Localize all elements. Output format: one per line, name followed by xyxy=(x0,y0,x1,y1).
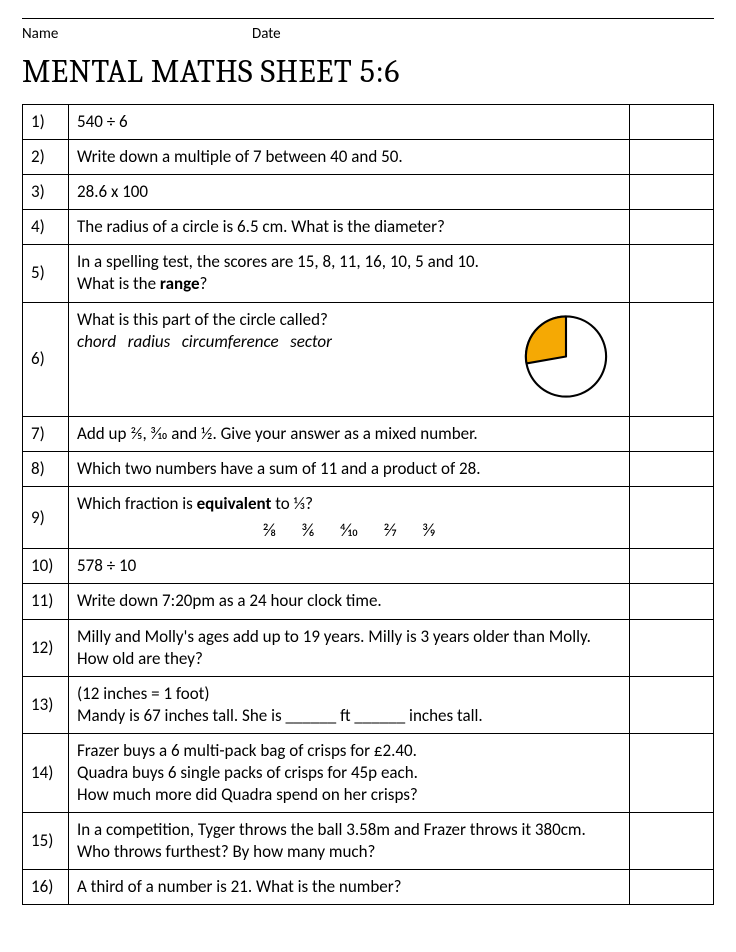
answer-cell[interactable] xyxy=(630,813,714,870)
answer-cell[interactable] xyxy=(630,733,714,812)
question-number: 13) xyxy=(23,676,69,733)
question-text: Milly and Molly's ages add up to 19 year… xyxy=(69,619,630,676)
question-row: 1)540 ÷ 6 xyxy=(23,105,714,140)
fraction-option: 3⁄6 xyxy=(302,519,314,542)
question-number: 5) xyxy=(23,245,69,302)
answer-cell[interactable] xyxy=(630,175,714,210)
question-row: 6)What is this part of the circle called… xyxy=(23,302,714,416)
question-text: Add up ⅖, 3⁄10 and ½. Give your answer a… xyxy=(69,416,630,451)
question-text: Which fraction is equivalent to ⅓?2⁄83⁄6… xyxy=(69,486,630,548)
answer-cell[interactable] xyxy=(630,870,714,905)
question-text: A third of a number is 21. What is the n… xyxy=(69,870,630,905)
question-row: 15)In a competition, Tyger throws the ba… xyxy=(23,813,714,870)
fraction-option: 3⁄9 xyxy=(423,519,436,542)
question-number: 12) xyxy=(23,619,69,676)
answer-cell[interactable] xyxy=(630,451,714,486)
question-row: 13)(12 inches = 1 foot)Mandy is 67 inche… xyxy=(23,676,714,733)
answer-cell[interactable] xyxy=(630,486,714,548)
question-row: 14)Frazer buys a 6 multi-pack bag of cri… xyxy=(23,733,714,812)
question-number: 6) xyxy=(23,302,69,416)
question-row: 4)The radius of a circle is 6.5 cm. What… xyxy=(23,210,714,245)
question-number: 3) xyxy=(23,175,69,210)
question-text: 540 ÷ 6 xyxy=(69,105,630,140)
question-text: (12 inches = 1 foot)Mandy is 67 inches t… xyxy=(69,676,630,733)
question-number: 1) xyxy=(23,105,69,140)
question-number: 10) xyxy=(23,549,69,584)
question-row: 8)Which two numbers have a sum of 11 and… xyxy=(23,451,714,486)
question-number: 9) xyxy=(23,486,69,548)
answer-cell[interactable] xyxy=(630,245,714,302)
fraction-option: 4⁄10 xyxy=(340,519,358,542)
question-number: 2) xyxy=(23,140,69,175)
question-number: 11) xyxy=(23,584,69,619)
question-text: Write down a multiple of 7 between 40 an… xyxy=(69,140,630,175)
answer-cell[interactable] xyxy=(630,302,714,416)
question-text: Frazer buys a 6 multi-pack bag of crisps… xyxy=(69,733,630,812)
question-row: 10)578 ÷ 10 xyxy=(23,549,714,584)
question-text: In a spelling test, the scores are 15, 8… xyxy=(69,245,630,302)
question-number: 7) xyxy=(23,416,69,451)
answer-cell[interactable] xyxy=(630,549,714,584)
question-row: 7)Add up ⅖, 3⁄10 and ½. Give your answer… xyxy=(23,416,714,451)
question-text: In a competition, Tyger throws the ball … xyxy=(69,813,630,870)
circle-sector-icon xyxy=(516,309,616,404)
question-row: 12)Milly and Molly's ages add up to 19 y… xyxy=(23,619,714,676)
answer-cell[interactable] xyxy=(630,210,714,245)
question-row: 2)Write down a multiple of 7 between 40 … xyxy=(23,140,714,175)
fraction-option: 2⁄7 xyxy=(384,519,397,542)
question-text: 578 ÷ 10 xyxy=(69,549,630,584)
answer-cell[interactable] xyxy=(630,416,714,451)
question-number: 16) xyxy=(23,870,69,905)
question-number: 8) xyxy=(23,451,69,486)
answer-cell[interactable] xyxy=(630,105,714,140)
header-row: Name Date xyxy=(22,25,714,43)
answer-cell[interactable] xyxy=(630,140,714,175)
name-label: Name xyxy=(22,25,252,43)
question-text: Which two numbers have a sum of 11 and a… xyxy=(69,451,630,486)
question-row: 9)Which fraction is equivalent to ⅓?2⁄83… xyxy=(23,486,714,548)
q6-text: What is this part of the circle called?c… xyxy=(77,309,511,353)
answer-cell[interactable] xyxy=(630,676,714,733)
question-number: 15) xyxy=(23,813,69,870)
question-row: 16)A third of a number is 21. What is th… xyxy=(23,870,714,905)
question-text: 28.6 x 100 xyxy=(69,175,630,210)
top-rule xyxy=(22,18,714,19)
question-number: 14) xyxy=(23,733,69,812)
answer-cell[interactable] xyxy=(630,584,714,619)
page-title: MENTAL MATHS SHEET 5:6 xyxy=(22,53,714,90)
question-number: 4) xyxy=(23,210,69,245)
fraction-option: 2⁄8 xyxy=(263,519,276,542)
answer-cell[interactable] xyxy=(630,619,714,676)
question-text: Write down 7:20pm as a 24 hour clock tim… xyxy=(69,584,630,619)
date-label: Date xyxy=(252,25,281,43)
question-text: The radius of a circle is 6.5 cm. What i… xyxy=(69,210,630,245)
question-text: What is this part of the circle called?c… xyxy=(69,302,630,416)
questions-table: 1)540 ÷ 62)Write down a multiple of 7 be… xyxy=(22,104,714,905)
question-row: 3)28.6 x 100 xyxy=(23,175,714,210)
question-row: 11)Write down 7:20pm as a 24 hour clock … xyxy=(23,584,714,619)
question-row: 5)In a spelling test, the scores are 15,… xyxy=(23,245,714,302)
